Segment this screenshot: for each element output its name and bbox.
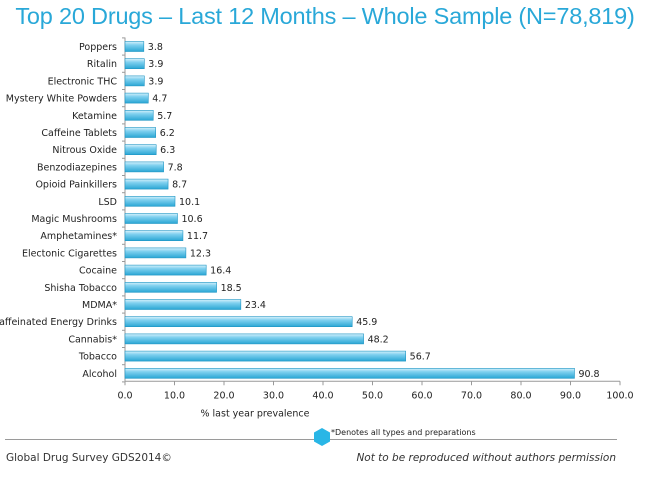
data-label: 6.3 <box>160 145 175 156</box>
category-label: Electronic THC <box>48 76 118 87</box>
data-label: 11.7 <box>187 231 208 242</box>
data-label: 48.2 <box>368 334 389 345</box>
x-tick-label: 0.0 <box>117 390 132 401</box>
footnote: *Denotes all types and preparations <box>331 428 476 437</box>
category-label: Tobacco <box>78 352 117 363</box>
data-label: 12.3 <box>190 248 211 259</box>
chart-title: Top 20 Drugs – Last 12 Months – Whole Sa… <box>15 3 635 29</box>
x-tick-label: 10.0 <box>164 390 185 401</box>
bar <box>124 178 169 190</box>
bar <box>124 161 164 173</box>
bar <box>124 316 353 328</box>
bar <box>124 299 242 310</box>
data-label: 5.7 <box>157 111 172 122</box>
category-label: Cannabis* <box>68 334 117 345</box>
bar <box>124 264 207 276</box>
bar <box>124 247 187 259</box>
x-tick-label: 50.0 <box>362 390 383 401</box>
x-tick-label: 40.0 <box>312 390 333 401</box>
data-label: 56.7 <box>410 352 431 363</box>
x-tick-label: 80.0 <box>510 390 531 401</box>
category-label: Magic Mushrooms <box>31 214 117 225</box>
bar <box>124 110 154 121</box>
rights-text: Not to be reproduced without authors per… <box>356 452 616 464</box>
x-tick-label: 30.0 <box>263 390 284 401</box>
category-label: Caffeine Tablets <box>41 128 117 139</box>
hexagon-icon <box>314 428 330 446</box>
data-label: 3.8 <box>148 42 163 53</box>
category-label: Nitrous Oxide <box>52 145 117 156</box>
category-label: Benzodiazepines <box>37 162 117 173</box>
plot-area: Poppers 3.8 Ritalin 3.9 Electronic THC 3.9 Mys… <box>0 37 634 419</box>
data-label: 18.5 <box>221 283 242 294</box>
category-label: Shisha Tobacco <box>44 283 117 294</box>
bar <box>124 58 145 70</box>
data-label: 23.4 <box>245 300 266 311</box>
category-label: LSD <box>98 197 117 208</box>
category-label: Caffeinated Energy Drinks <box>0 317 117 328</box>
x-tick-label: 70.0 <box>461 390 482 401</box>
x-tick-label: 90.0 <box>560 390 581 401</box>
category-label: Cocaine <box>79 266 117 277</box>
category-label: Ketamine <box>72 111 117 122</box>
bar <box>124 127 156 138</box>
bar <box>124 281 217 293</box>
bar <box>124 144 157 155</box>
hexagon-shape <box>314 428 330 446</box>
bar <box>124 350 406 362</box>
bar <box>124 213 178 224</box>
category-label: Opioid Painkillers <box>35 180 117 191</box>
bar <box>124 41 145 52</box>
x-tick-label: 20.0 <box>213 390 234 401</box>
data-label: 6.2 <box>160 128 175 139</box>
category-label: Alcohol <box>82 369 117 380</box>
bar <box>124 92 149 104</box>
x-tick-label: 60.0 <box>411 390 432 401</box>
data-label: 7.8 <box>168 162 183 173</box>
data-label: 45.9 <box>356 317 377 328</box>
bar <box>124 230 184 241</box>
bar <box>124 333 364 345</box>
bar <box>124 196 176 207</box>
category-label: Ritalin <box>87 59 117 70</box>
bar <box>124 367 575 379</box>
data-label: 4.7 <box>152 94 167 105</box>
category-label: MDMA* <box>82 300 117 311</box>
data-label: 3.9 <box>148 76 163 87</box>
category-label: Mystery White Powders <box>6 94 117 105</box>
data-label: 16.4 <box>210 266 231 277</box>
data-label: 90.8 <box>578 369 599 380</box>
data-label: 10.6 <box>181 214 202 225</box>
bar <box>124 75 145 87</box>
x-axis-title: % last year prevalence <box>200 408 309 419</box>
category-label: Poppers <box>79 42 117 53</box>
data-label: 10.1 <box>179 197 200 208</box>
data-label: 8.7 <box>172 180 187 191</box>
data-label: 3.9 <box>148 59 163 70</box>
footer-divider <box>5 439 617 440</box>
credit-text: Global Drug Survey GDS2014© <box>6 452 172 464</box>
category-label: Amphetamines* <box>40 231 117 242</box>
category-label: Electonic Cigarettes <box>22 248 117 259</box>
x-tick-label: 100.0 <box>606 390 633 401</box>
